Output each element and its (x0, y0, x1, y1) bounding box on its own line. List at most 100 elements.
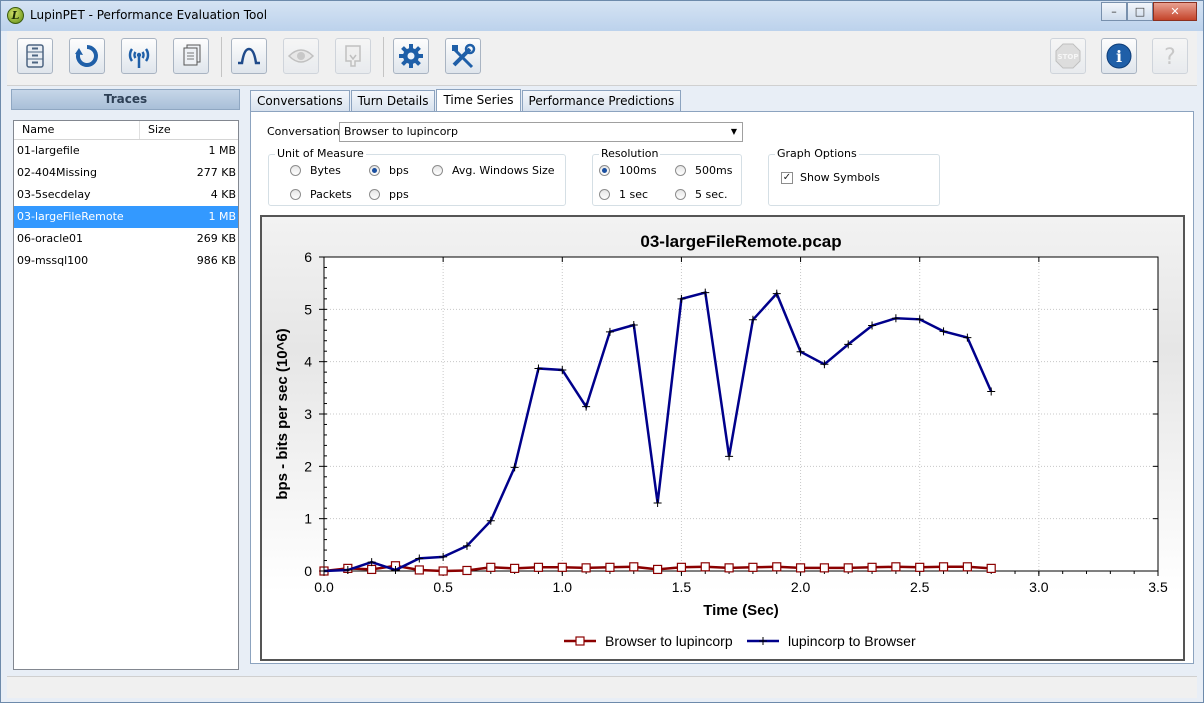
data-point (533, 562, 544, 572)
trace-name: 03-largeFileRemote (17, 210, 124, 223)
show-symbols-label: Show Symbols (800, 171, 880, 184)
trace-size: 1 MB (208, 210, 236, 223)
close-button[interactable]: ✕ (1153, 2, 1197, 21)
tab-turn-details[interactable]: Turn Details (350, 90, 436, 111)
minimize-button[interactable]: – (1101, 2, 1127, 21)
pages-icon (183, 44, 201, 66)
toolbar-separator (221, 37, 222, 77)
tab-strip: Conversations Turn Details Time Series P… (250, 89, 682, 111)
data-point (486, 516, 495, 525)
database-icon (26, 44, 44, 68)
chevron-down-icon: ▼ (730, 127, 737, 136)
unit-avg-window-radio[interactable]: Avg. Windows Size (432, 164, 555, 177)
tab-time-series[interactable]: Time Series (436, 89, 521, 111)
data-point (653, 564, 663, 575)
show-symbols-checkbox[interactable]: ✓ Show Symbols (781, 171, 880, 184)
trace-row[interactable]: 06-oracle01 269 KB (14, 228, 238, 250)
column-header-name[interactable]: Name (14, 121, 140, 139)
report-button[interactable] (173, 38, 209, 74)
trace-row[interactable]: 09-mssql100 986 KB (14, 250, 238, 272)
unit-bytes-radio[interactable]: Bytes (290, 164, 341, 177)
traces-list[interactable]: Name Size 01-largefile 1 MB 02-404Missing… (13, 120, 239, 670)
trace-size: 4 KB (210, 188, 236, 201)
data-point (891, 562, 901, 572)
resolution-100ms-radio[interactable]: 100ms (599, 164, 656, 177)
data-point (510, 563, 520, 573)
maximize-button[interactable]: □ (1127, 2, 1153, 21)
capture-button[interactable] (121, 38, 157, 74)
data-point (748, 562, 758, 572)
waveform-icon (238, 47, 260, 65)
help-icon: ? (1164, 45, 1176, 70)
settings-button[interactable] (393, 38, 429, 74)
trace-row[interactable]: 01-largefile 1 MB (14, 140, 238, 162)
trace-name: 09-mssql100 (17, 254, 89, 267)
data-point (367, 558, 376, 567)
info-icon: i (1106, 43, 1132, 69)
unit-bps-radio[interactable]: bps (369, 164, 409, 177)
data-point (367, 564, 377, 575)
data-point (605, 562, 615, 572)
radio-icon (599, 189, 610, 200)
view-button[interactable] (283, 38, 319, 74)
unit-packets-radio[interactable]: Packets (290, 188, 352, 201)
data-point (963, 333, 972, 342)
data-point (629, 562, 639, 572)
tools-button[interactable] (445, 38, 481, 74)
data-point (391, 565, 400, 574)
unit-avg-window-label: Avg. Windows Size (452, 164, 555, 177)
data-point (557, 562, 567, 572)
data-point (558, 366, 567, 375)
data-point (938, 562, 949, 572)
trace-row[interactable]: 03-5secdelay 4 KB (14, 184, 238, 206)
data-point (891, 314, 900, 323)
column-header-size[interactable]: Size (148, 123, 171, 136)
tools-icon (452, 43, 476, 69)
refresh-button[interactable] (69, 38, 105, 74)
data-point (868, 321, 877, 330)
radio-icon (290, 165, 301, 176)
conversation-select[interactable]: Browser to lupincorp ▼ (339, 122, 743, 142)
resolution-title: Resolution (599, 147, 661, 160)
info-button[interactable]: i (1101, 38, 1137, 74)
trace-row[interactable]: 02-404Missing 277 KB (14, 162, 238, 184)
stop-button[interactable]: STOP (1050, 38, 1086, 74)
export-icon (345, 45, 361, 67)
trace-name: 01-largefile (17, 144, 80, 157)
data-point (915, 315, 924, 324)
title-bar: L LupinPET - Performance Evaluation Tool… (1, 1, 1203, 31)
y-axis-label: bps - bits per sec (10^6) (274, 328, 291, 499)
radio-icon (432, 165, 443, 176)
trace-row-selected[interactable]: 03-largeFileRemote 1 MB (14, 206, 238, 228)
time-series-pane: Conversation Browser to lupincorp ▼ Unit… (250, 111, 1194, 664)
waveform-button[interactable] (231, 38, 267, 74)
data-point (796, 347, 805, 356)
data-point (343, 565, 352, 574)
unit-pps-label: pps (389, 188, 409, 201)
export-button[interactable] (335, 38, 371, 74)
time-series-chart: 0.0 0.5 1.0 1.5 2.0 2.5 3.0 3.5 0 1 2 3 4 5 6 03-largeF… (260, 215, 1185, 661)
resolution-5sec-radio[interactable]: 5 sec. (675, 188, 728, 201)
database-button[interactable] (17, 38, 53, 74)
radio-selected-icon (599, 165, 610, 176)
unit-of-measure-group: Unit of Measure Bytes bps Avg. Windows S… (268, 148, 566, 206)
x-tick-label: 3.0 (1029, 579, 1049, 595)
svg-text:STOP: STOP (1058, 53, 1079, 61)
unit-pps-radio[interactable]: pps (369, 188, 409, 201)
unit-bps-label: bps (389, 164, 409, 177)
help-button[interactable]: ? (1152, 38, 1188, 74)
y-tick-label: 0 (304, 563, 312, 579)
window-title: LupinPET - Performance Evaluation Tool (30, 8, 268, 22)
resolution-500ms-radio[interactable]: 500ms (675, 164, 732, 177)
data-point (438, 566, 448, 576)
data-point (462, 541, 471, 550)
refresh-icon (75, 45, 98, 67)
trace-size: 269 KB (196, 232, 236, 245)
tab-conversations[interactable]: Conversations (250, 90, 350, 111)
x-tick-label: 2.0 (791, 579, 811, 595)
resolution-1sec-radio[interactable]: 1 sec (599, 188, 648, 201)
data-point (915, 562, 925, 572)
tab-performance-predictions[interactable]: Performance Predictions (521, 90, 682, 111)
data-point (320, 567, 328, 575)
